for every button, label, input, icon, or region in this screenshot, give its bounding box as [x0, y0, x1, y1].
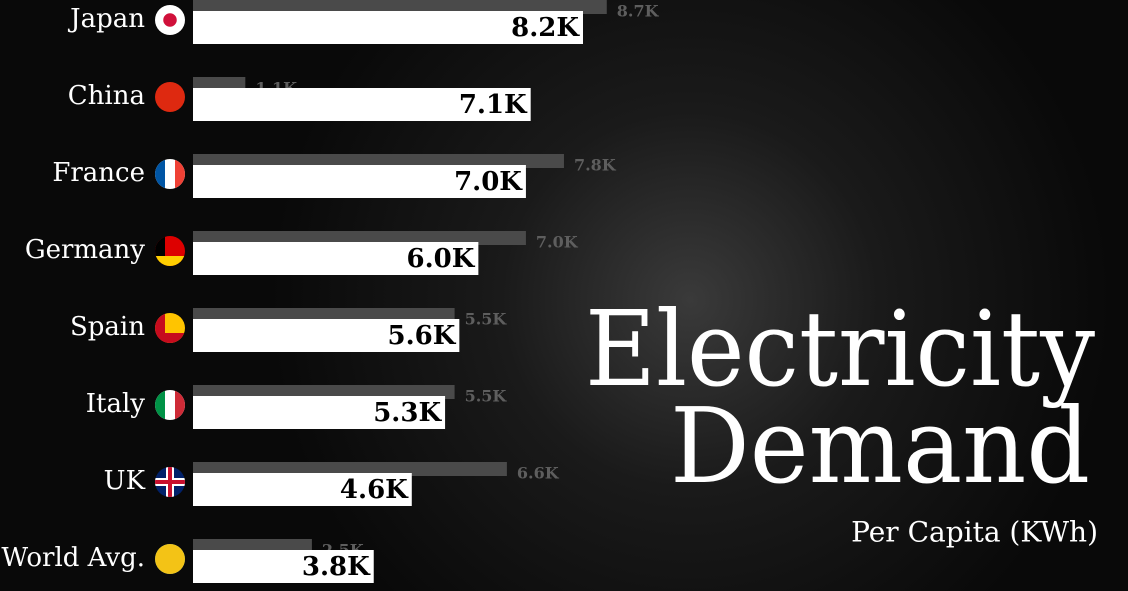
- flag-icon: [155, 159, 185, 189]
- bar: [193, 539, 312, 553]
- flag-icon: [155, 5, 185, 35]
- chart-title: Demand: [670, 385, 1090, 507]
- value-label: 6.0K: [407, 244, 476, 274]
- flag-body: [155, 313, 185, 343]
- flag-part: [155, 333, 185, 343]
- flag-icon: [155, 313, 185, 343]
- flag-part: [155, 480, 185, 484]
- flag-part: [155, 544, 185, 574]
- flag-body: [155, 467, 185, 497]
- value-label: 6.6K: [517, 464, 560, 483]
- bar: [193, 77, 246, 91]
- flag-part: [155, 256, 185, 266]
- flag-body: [155, 544, 185, 574]
- category-label: Germany: [25, 235, 145, 265]
- bar: [193, 319, 460, 352]
- value-label: 7.0K: [454, 167, 523, 197]
- bar: [193, 473, 412, 506]
- flag-body: [155, 159, 185, 189]
- bar: [193, 154, 564, 168]
- flag-icon: [155, 390, 185, 420]
- flag-part: [155, 390, 165, 420]
- value-label: 5.3K: [373, 398, 442, 428]
- flag-icon: [155, 82, 185, 112]
- category-label: France: [52, 158, 145, 188]
- category-label: Italy: [86, 389, 146, 419]
- bar: [193, 385, 455, 399]
- flag-body: [155, 236, 185, 266]
- value-label: 5.5K: [465, 310, 508, 329]
- bar: [193, 165, 526, 198]
- bar: [193, 396, 446, 429]
- value-label: 4.6K: [340, 475, 409, 505]
- flag-part: [155, 159, 165, 189]
- bar: [193, 462, 507, 476]
- bar: [193, 550, 374, 583]
- bar: [193, 11, 583, 44]
- flag-icon: [155, 236, 185, 266]
- category-label: World Avg.: [1, 543, 145, 573]
- value-label: 7.1K: [459, 90, 528, 120]
- flag-part: [175, 159, 185, 189]
- category-label: China: [68, 81, 145, 111]
- value-label: 8.2K: [511, 13, 580, 43]
- flag-icon: [155, 467, 185, 497]
- category-label: Spain: [70, 312, 145, 342]
- category-label: Japan: [67, 4, 145, 34]
- flag-part: [163, 13, 177, 27]
- chart-subtitle: Per Capita (KWh): [851, 516, 1098, 549]
- category-label: UK: [104, 466, 146, 496]
- bar: [193, 88, 531, 121]
- flag-part: [155, 236, 165, 266]
- bar: [193, 231, 526, 245]
- flag-part: [155, 313, 165, 343]
- flag-body: [155, 390, 185, 420]
- value-label: 5.6K: [387, 321, 456, 351]
- value-label: 8.7K: [617, 2, 660, 21]
- bar: [193, 308, 455, 322]
- value-label: 5.5K: [465, 387, 508, 406]
- flag-body: [155, 82, 185, 112]
- bar: [193, 242, 479, 275]
- value-label: 7.8K: [574, 156, 617, 175]
- value-label: 3.8K: [302, 552, 371, 582]
- flag-part: [155, 82, 185, 112]
- value-label: 7.0K: [536, 233, 579, 252]
- chart-title: Electricity: [585, 288, 1095, 410]
- bar: [193, 0, 607, 14]
- flag-part: [175, 390, 185, 420]
- flag-icon: [155, 544, 185, 574]
- flag-body: [155, 5, 185, 35]
